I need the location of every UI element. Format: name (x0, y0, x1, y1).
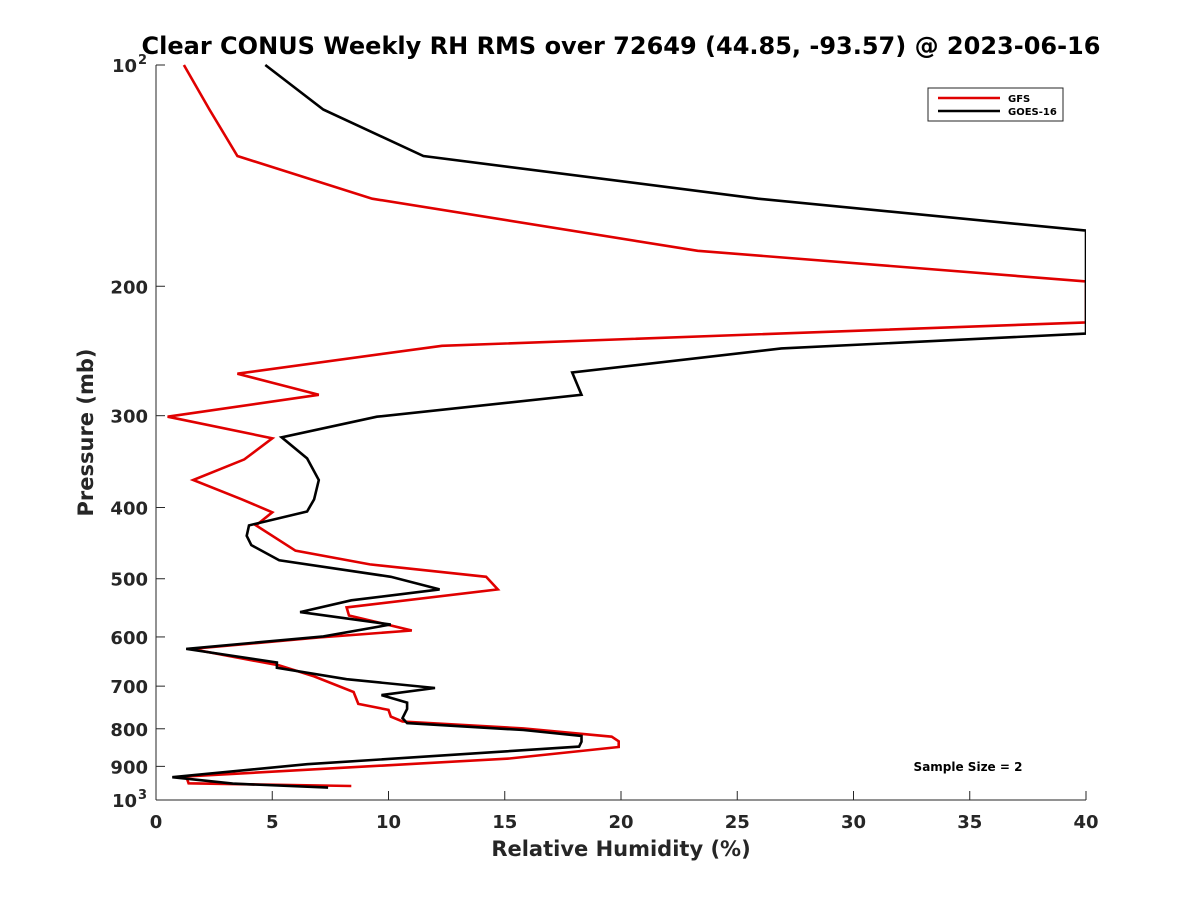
y-tick-label: 400 (110, 499, 148, 520)
y-tick-label: 600 (110, 628, 148, 649)
x-tick-label: 5 (266, 812, 279, 833)
series-group (167, 64, 1086, 789)
y-tick-label: 300 (110, 407, 148, 428)
legend-label: GOES-16 (1008, 107, 1057, 118)
legend-box (927, 87, 1064, 122)
x-tick-label: 20 (608, 812, 633, 833)
plot-area: 0 5 10 15 20 25 30 35 40 10 220030040050060070080… (110, 53, 1098, 833)
series-line-gfs (167, 64, 1086, 788)
series-line-goes-16 (172, 64, 1086, 789)
x-tick-label: 10 (376, 812, 401, 833)
x-tick-label: 15 (492, 812, 517, 833)
x-tick-label: 0 (150, 812, 163, 833)
y-tick-label: 900 (110, 757, 148, 778)
y-tick-label: 200 (110, 277, 148, 298)
x-tick-label: 35 (957, 812, 982, 833)
y-tick-label-exponent: 2 (138, 53, 147, 68)
x-tick-label: 25 (725, 812, 750, 833)
legend: GFS GOES-16 (927, 87, 1064, 122)
y-axis-label: Pressure (mb) (74, 349, 98, 517)
y-tick-label-exponent: 3 (138, 788, 147, 803)
x-axis-label: Relative Humidity (%) (491, 837, 750, 861)
x-ticks: 0 5 10 15 20 25 30 35 40 (150, 791, 1099, 833)
y-tick-label: 10 (112, 56, 137, 77)
y-tick-label: 10 (112, 791, 137, 812)
y-tick-label: 800 (110, 720, 148, 741)
x-tick-label: 30 (841, 812, 866, 833)
y-tick-label: 700 (110, 677, 148, 698)
plot-background (156, 65, 1086, 800)
x-tick-label: 40 (1073, 812, 1098, 833)
legend-label: GFS (1008, 94, 1030, 105)
chart-title: Clear CONUS Weekly RH RMS over 72649 (44… (142, 32, 1101, 60)
sample-size-annotation: Sample Size = 2 (914, 760, 1023, 774)
y-tick-label: 500 (110, 570, 148, 591)
